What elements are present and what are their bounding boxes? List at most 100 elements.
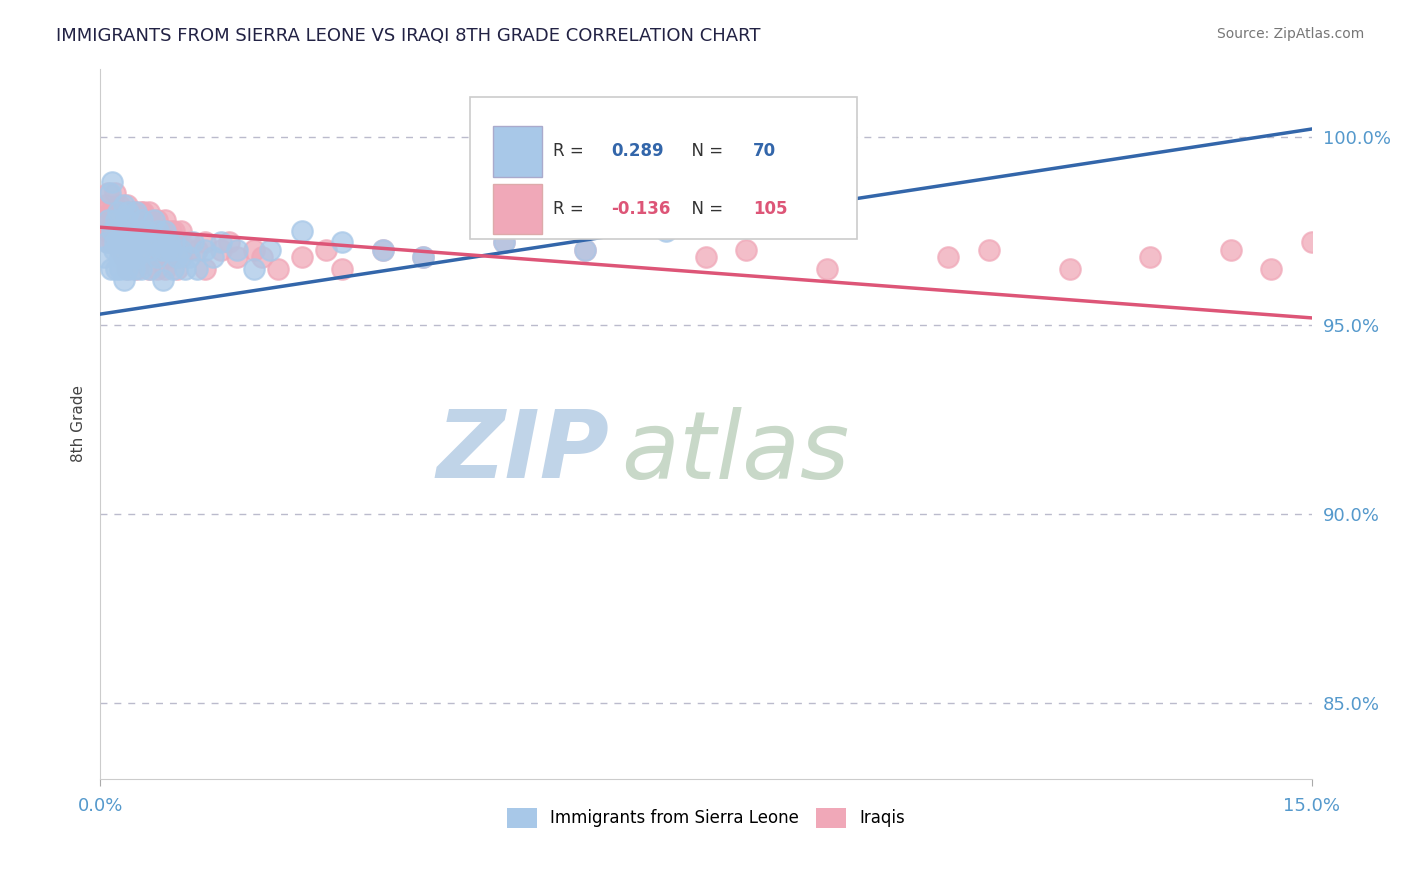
FancyBboxPatch shape xyxy=(470,97,858,239)
Point xyxy=(149,235,172,250)
Point xyxy=(107,235,129,250)
Point xyxy=(111,243,134,257)
Point xyxy=(332,235,354,250)
Point xyxy=(135,224,157,238)
Point xyxy=(125,261,148,276)
Point xyxy=(166,235,188,250)
Text: N =: N = xyxy=(681,143,728,161)
Point xyxy=(136,235,159,250)
Point xyxy=(170,251,193,265)
Point xyxy=(134,212,156,227)
Point xyxy=(112,273,135,287)
Point xyxy=(97,235,120,250)
Text: N =: N = xyxy=(681,200,728,218)
Point xyxy=(574,243,596,257)
Point xyxy=(153,212,176,227)
Point xyxy=(96,224,118,238)
Point xyxy=(938,251,960,265)
Point xyxy=(371,243,394,257)
Point xyxy=(107,197,129,211)
Point xyxy=(127,235,149,250)
Point xyxy=(100,224,122,238)
Point xyxy=(111,224,134,238)
Point xyxy=(132,205,155,219)
Point xyxy=(177,251,200,265)
Point xyxy=(163,224,186,238)
Point xyxy=(118,251,141,265)
Point xyxy=(242,243,264,257)
Point xyxy=(160,224,183,238)
Point xyxy=(194,235,217,250)
Point xyxy=(315,243,337,257)
Point xyxy=(134,235,156,250)
Point xyxy=(138,212,160,227)
Point xyxy=(112,251,135,265)
Point xyxy=(166,261,188,276)
Point xyxy=(93,251,115,265)
Point xyxy=(250,251,273,265)
Point xyxy=(160,243,183,257)
Point xyxy=(105,205,128,219)
Point xyxy=(128,224,150,238)
Point xyxy=(101,205,124,219)
Point xyxy=(98,205,121,219)
Point xyxy=(131,224,153,238)
Point xyxy=(153,261,176,276)
Point xyxy=(110,261,132,276)
Point xyxy=(291,251,314,265)
Point xyxy=(107,205,129,219)
Point xyxy=(134,251,156,265)
Point xyxy=(143,212,166,227)
Point xyxy=(157,235,180,250)
Point xyxy=(177,235,200,250)
Point xyxy=(162,261,184,276)
Point xyxy=(117,205,139,219)
Point xyxy=(815,261,838,276)
Point xyxy=(815,212,838,227)
Point xyxy=(120,235,142,250)
Point xyxy=(115,261,138,276)
Point xyxy=(115,261,138,276)
Point xyxy=(101,235,124,250)
Point xyxy=(112,205,135,219)
Text: 0.289: 0.289 xyxy=(612,143,664,161)
Point xyxy=(110,205,132,219)
Point xyxy=(163,235,186,250)
Point xyxy=(1220,243,1243,257)
Point xyxy=(93,212,115,227)
Point xyxy=(259,243,281,257)
Point xyxy=(122,261,145,276)
Point xyxy=(121,243,143,257)
Point xyxy=(129,243,152,257)
Point xyxy=(157,235,180,250)
Point xyxy=(155,243,177,257)
Point xyxy=(291,224,314,238)
Point xyxy=(170,243,193,257)
Point xyxy=(125,251,148,265)
Point xyxy=(162,243,184,257)
Point xyxy=(100,261,122,276)
Point xyxy=(1260,261,1282,276)
Point xyxy=(111,212,134,227)
Text: atlas: atlas xyxy=(621,407,849,498)
Point xyxy=(148,224,170,238)
Point xyxy=(492,235,515,250)
FancyBboxPatch shape xyxy=(492,126,543,177)
Point xyxy=(104,186,127,201)
Point xyxy=(226,251,249,265)
Point xyxy=(139,235,162,250)
Point xyxy=(218,235,240,250)
Point xyxy=(177,243,200,257)
Text: 105: 105 xyxy=(754,200,787,218)
Text: ZIP: ZIP xyxy=(436,406,609,498)
Point xyxy=(1301,235,1323,250)
Point xyxy=(155,224,177,238)
Point xyxy=(242,261,264,276)
Point xyxy=(101,224,124,238)
Point xyxy=(139,224,162,238)
Point xyxy=(412,251,434,265)
Point xyxy=(97,212,120,227)
Point xyxy=(492,235,515,250)
Point xyxy=(103,243,125,257)
Point xyxy=(127,212,149,227)
